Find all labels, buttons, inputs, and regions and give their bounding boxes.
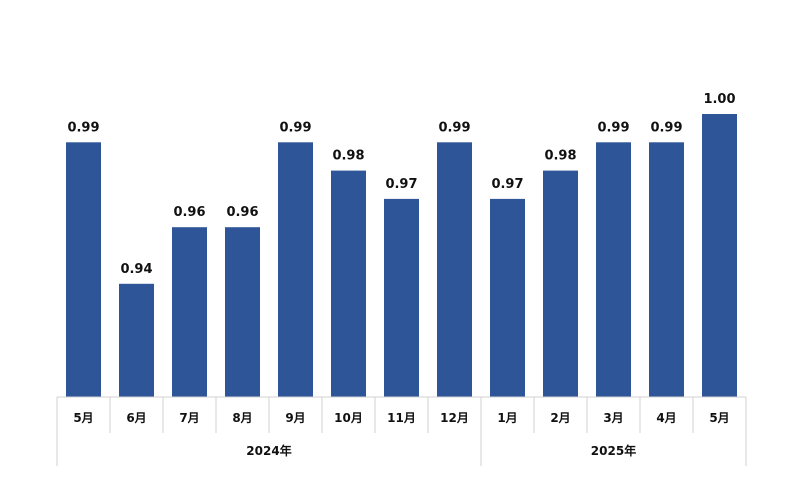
bar-3 [172, 227, 207, 397]
category-label-8: 12月 [440, 411, 469, 425]
category-label-4: 8月 [232, 411, 252, 425]
category-label-10: 2月 [550, 411, 570, 425]
year-label-2: 2025年 [591, 443, 636, 458]
value-label-13: 1.00 [703, 92, 735, 107]
bar-9 [490, 198, 525, 397]
value-label-12: 0.99 [650, 120, 682, 135]
bar-6 [331, 170, 366, 397]
value-label-7: 0.97 [385, 177, 417, 192]
bars-group [66, 114, 737, 397]
category-label-1: 5月 [73, 411, 93, 425]
value-labels-group: 0.99 0.94 0.96 0.96 0.99 0.98 0.97 0.99 0.97 0.98… [67, 92, 735, 277]
value-label-9: 0.97 [491, 177, 523, 192]
bar-4 [225, 227, 260, 397]
category-label-9: 1月 [497, 411, 517, 425]
bar-10 [543, 170, 578, 397]
bar-5 [278, 142, 313, 397]
category-label-11: 3月 [603, 411, 623, 425]
bar-11 [596, 142, 631, 397]
value-label-6: 0.98 [332, 149, 364, 164]
category-label-13: 5月 [709, 411, 729, 425]
value-label-3: 0.96 [173, 205, 205, 220]
category-label-2: 6月 [126, 411, 146, 425]
category-label-7: 11月 [387, 411, 416, 425]
value-label-10: 0.98 [544, 149, 576, 164]
value-label-8: 0.99 [438, 120, 470, 135]
value-label-4: 0.96 [226, 205, 258, 220]
value-label-2: 0.94 [120, 262, 152, 277]
category-label-12: 4月 [656, 411, 676, 425]
bar-1 [66, 142, 101, 397]
value-label-11: 0.99 [597, 120, 629, 135]
category-label-5: 9月 [285, 411, 305, 425]
category-label-3: 7月 [179, 411, 199, 425]
bar-7 [384, 198, 419, 397]
bar-12 [649, 142, 684, 397]
value-label-5: 0.99 [279, 120, 311, 135]
value-label-1: 0.99 [67, 120, 99, 135]
year-label-1: 2024年 [246, 443, 291, 458]
bar-8 [437, 142, 472, 397]
category-label-6: 10月 [334, 411, 363, 425]
bar-2 [119, 283, 154, 397]
bar-13 [702, 114, 737, 397]
category-axis: 5月 6月 7月 8月 9月 10月 11月 12月 1月 2月 3月 4月 5月 2024年 2025年 [56, 396, 747, 466]
